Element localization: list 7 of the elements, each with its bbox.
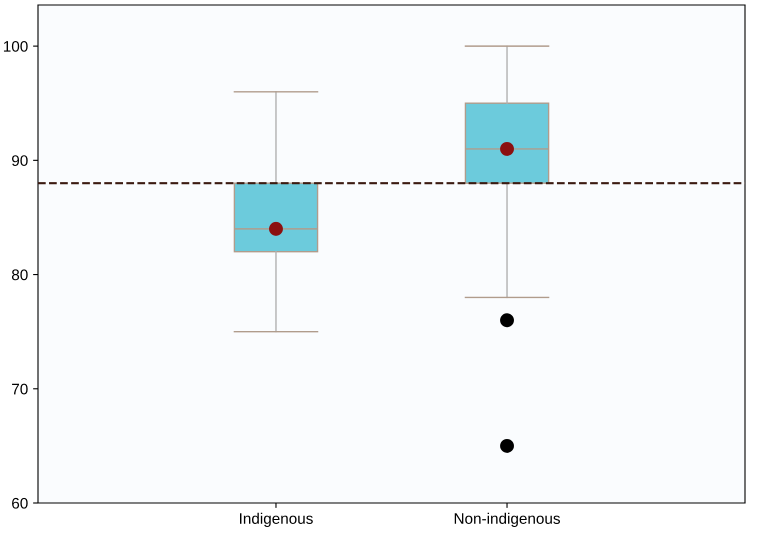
y-tick-label: 80 <box>12 269 28 280</box>
y-tick-label: 90 <box>12 155 28 166</box>
y-tick-label: 100 <box>4 40 28 52</box>
x-tick-label: Non-indigenous <box>454 512 560 527</box>
x-tick-label: Indigenous <box>240 512 313 527</box>
y-tick-label: 60 <box>12 498 28 509</box>
y-tick-label: 70 <box>12 384 28 394</box>
